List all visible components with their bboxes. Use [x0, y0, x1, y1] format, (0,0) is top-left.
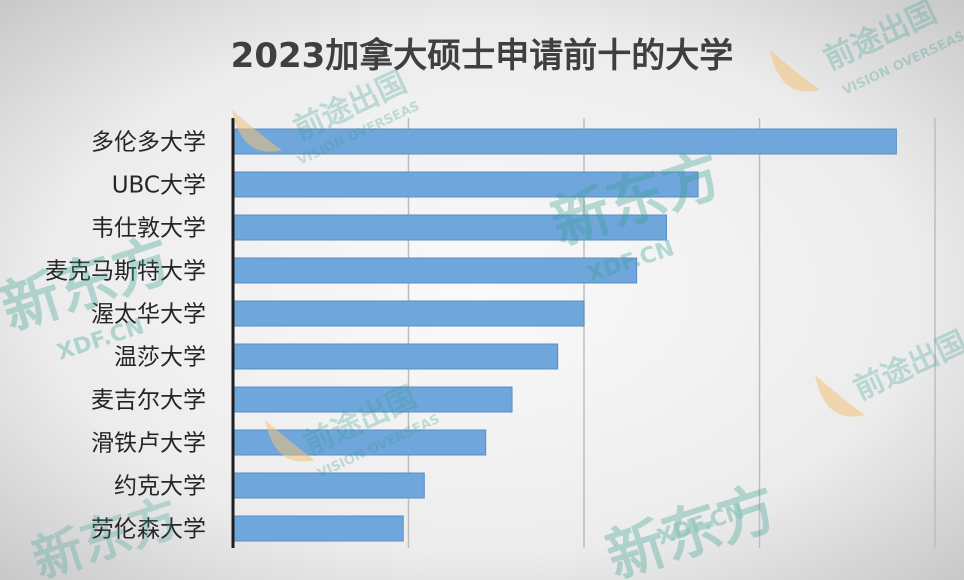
- bar: [232, 386, 513, 413]
- chart-title: 2023加拿大硕士申请前十的大学: [231, 36, 734, 76]
- bar: [232, 214, 667, 241]
- category-label: 温莎大学: [114, 345, 206, 371]
- vision-logo-mark: [815, 375, 865, 417]
- category-label: 麦吉尔大学: [91, 388, 206, 414]
- category-label: 韦仕敦大学: [91, 216, 206, 242]
- vision-logo-mark: [265, 420, 315, 462]
- bar: [232, 300, 585, 327]
- vision-logo-mark: [232, 110, 282, 152]
- category-label: 多伦多大学: [91, 130, 206, 156]
- category-label: 滑铁卢大学: [91, 431, 206, 457]
- bar: [232, 257, 638, 284]
- vision-logo-mark: [770, 50, 820, 92]
- category-labels: 多伦多大学 UBC大学韦仕敦大学麦克马斯特大学渥太华大学温莎大学麦吉尔大学滑铁卢大…: [45, 130, 206, 543]
- category-label: 劳伦森大学: [91, 517, 206, 543]
- category-label: 约克大学: [114, 474, 206, 500]
- bar: [232, 171, 699, 198]
- bar: [232, 515, 404, 542]
- bar: [232, 343, 559, 370]
- category-label: 渥太华大学: [91, 302, 206, 328]
- category-label: UBC大学: [112, 173, 206, 199]
- category-label: 麦克马斯特大学: [45, 259, 206, 285]
